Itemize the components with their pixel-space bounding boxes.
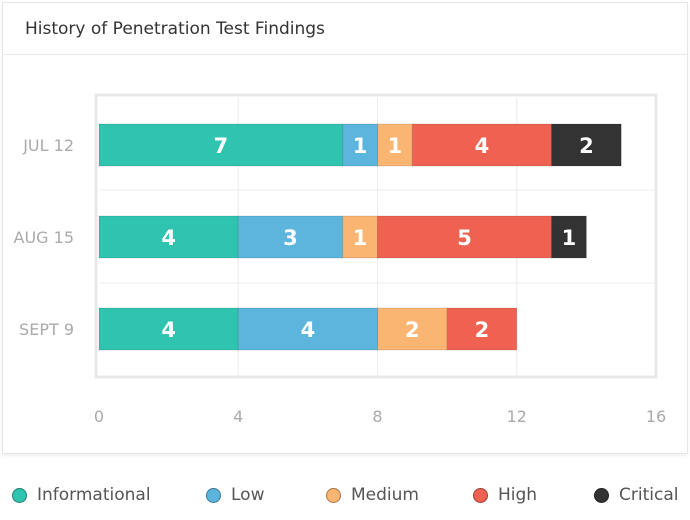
bar-segment <box>411 123 553 167</box>
legend-label: High <box>498 485 538 505</box>
bar-segment <box>98 123 344 167</box>
data-label: 1 <box>388 134 403 158</box>
data-label: 1 <box>562 226 577 250</box>
data-label: 2 <box>475 318 490 342</box>
category-label: JUL 12 <box>22 136 74 155</box>
data-label: 4 <box>161 318 176 342</box>
legend-item[interactable]: High <box>473 484 537 506</box>
legend-swatch <box>12 487 27 503</box>
chart-legend: Informational Low Medium High Critical <box>0 472 690 516</box>
x-tick-label: 12 <box>507 407 527 426</box>
category-label: AUG 15 <box>14 228 75 247</box>
legend-label: Low <box>231 485 265 505</box>
x-tick-label: 0 <box>94 407 104 426</box>
legend-item[interactable]: Critical <box>594 484 678 506</box>
data-label: 1 <box>353 134 368 158</box>
legend-label: Medium <box>351 485 419 505</box>
legend-item[interactable]: Informational <box>12 484 151 506</box>
data-label: 3 <box>283 226 298 250</box>
bar-segment <box>237 215 344 259</box>
data-label: 4 <box>161 226 176 250</box>
data-label: 5 <box>457 226 472 250</box>
x-tick-label: 4 <box>233 407 243 426</box>
plot-frame <box>94 93 658 379</box>
data-label: 1 <box>353 226 368 250</box>
bar-segment <box>551 215 587 259</box>
data-label: 7 <box>214 134 229 158</box>
card-header: History of Penetration Test Findings <box>3 3 687 55</box>
legend-item[interactable]: Low <box>206 484 264 506</box>
data-label: 2 <box>405 318 420 342</box>
legend-item[interactable]: Medium <box>326 484 419 506</box>
legend-swatch <box>473 487 488 503</box>
legend-swatch <box>206 487 221 503</box>
bar-segment <box>446 307 518 351</box>
bar-segment <box>342 123 378 167</box>
data-label: 4 <box>301 318 316 342</box>
legend-swatch <box>326 487 341 503</box>
x-tick-label: 8 <box>372 407 382 426</box>
legend-label: Critical <box>619 485 679 505</box>
legend-swatch <box>594 487 609 503</box>
legend-label: Informational <box>37 485 151 505</box>
category-label: SEPT 9 <box>19 320 74 339</box>
bar-segment <box>98 307 239 351</box>
data-label: 2 <box>579 134 594 158</box>
bar-segment <box>237 307 378 351</box>
bar-segment <box>342 215 378 259</box>
chart-title: History of Penetration Test Findings <box>25 18 325 39</box>
bar-segment <box>551 123 622 167</box>
data-label: 4 <box>475 134 490 158</box>
bar-segment <box>377 215 553 259</box>
x-tick-label: 16 <box>646 407 666 426</box>
